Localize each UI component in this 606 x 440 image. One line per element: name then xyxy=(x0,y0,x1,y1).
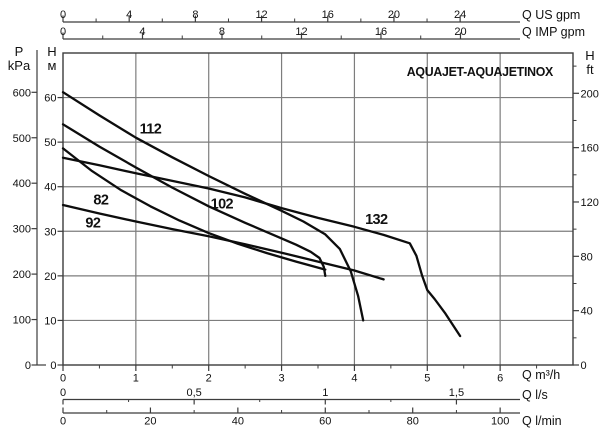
head-m-tick-label: 30 xyxy=(44,226,56,238)
pressure-axis-title: P kPa xyxy=(2,45,36,73)
head-axis-unit-m: м xyxy=(47,58,57,73)
curve-label-92: 92 xyxy=(85,215,100,231)
m3h-tick-label: 2 xyxy=(206,373,212,385)
plot-frame xyxy=(62,52,574,366)
curve-label-112: 112 xyxy=(140,122,162,138)
us-gpm-tick-label: 0 xyxy=(60,9,66,21)
imp-gpm-tick-label: 8 xyxy=(219,26,225,38)
imp-gpm-tick-label: 4 xyxy=(139,26,145,38)
head-m-tick-label: 20 xyxy=(44,271,56,283)
imp-gpm-tick-label: 0 xyxy=(60,26,66,38)
lmin-tick-label: 80 xyxy=(407,416,419,428)
head-axis-title-right: H ft xyxy=(578,49,602,77)
head-ft-tick-label: 80 xyxy=(581,251,593,263)
head-m-tick-label: 60 xyxy=(44,93,56,105)
kpa-tick-label: 500 xyxy=(13,133,31,145)
curve-label-82: 82 xyxy=(93,193,108,209)
head-ft-tick-label: 40 xyxy=(581,306,593,318)
ls-tick-label: 1 xyxy=(322,387,328,399)
us-gpm-tick-label: 20 xyxy=(388,9,400,21)
pump-curve-82 xyxy=(61,147,327,271)
ls-tick-label: 0,5 xyxy=(186,387,201,399)
head-ft-tick-label: 200 xyxy=(581,88,599,100)
kpa-tick-label: 400 xyxy=(13,178,31,190)
kpa-tick-label: 100 xyxy=(13,315,31,327)
us-gpm-tick-label: 24 xyxy=(454,9,466,21)
pressure-axis-symbol: P xyxy=(14,44,24,59)
head-m-tick-label: 50 xyxy=(44,137,56,149)
m3h-tick-label: 0 xyxy=(60,373,66,385)
us-gpm-tick-label: 12 xyxy=(255,9,267,21)
m3h-tick-label: 1 xyxy=(133,373,139,385)
us-gpm-axis-label: Q US gpm xyxy=(522,8,581,22)
pump-curve-132 xyxy=(61,156,462,338)
head-m-tick-label: 0 xyxy=(50,360,56,372)
kpa-tick-label: 600 xyxy=(13,87,31,99)
kpa-tick-label: 0 xyxy=(25,360,31,372)
head-ft-tick-label: 120 xyxy=(581,197,599,209)
kpa-tick-label: 300 xyxy=(13,224,31,236)
pump-curve-102 xyxy=(61,123,327,278)
head-m-tick-label: 10 xyxy=(44,315,56,327)
m3h-tick-label: 6 xyxy=(497,373,503,385)
us-gpm-tick-label: 16 xyxy=(322,9,334,21)
curve-label-132: 132 xyxy=(365,212,388,228)
head-ft-axis-unit: ft xyxy=(586,62,594,77)
imp-gpm-tick-label: 12 xyxy=(295,26,307,38)
pressure-axis-unit: kPa xyxy=(7,58,31,73)
lmin-tick-label: 0 xyxy=(60,416,66,428)
head-ft-axis-symbol: H xyxy=(585,48,595,63)
curve-label-102: 102 xyxy=(211,197,234,213)
m3h-tick-label: 5 xyxy=(424,373,430,385)
ls-axis-label: Q l/s xyxy=(522,388,548,402)
us-gpm-tick-label: 4 xyxy=(126,9,132,21)
head-axis-symbol: H xyxy=(47,44,57,59)
m3h-tick-label: 4 xyxy=(351,373,357,385)
head-axis-title-left: H м xyxy=(43,45,61,73)
lmin-tick-label: 100 xyxy=(491,416,509,428)
head-m-tick-label: 40 xyxy=(44,182,56,194)
imp-gpm-tick-label: 20 xyxy=(454,26,466,38)
ls-tick-label: 0 xyxy=(60,387,66,399)
lmin-tick-label: 60 xyxy=(319,416,331,428)
m3h-tick-label: 3 xyxy=(279,373,285,385)
lmin-tick-label: 20 xyxy=(144,416,156,428)
us-gpm-tick-label: 8 xyxy=(192,9,198,21)
imp-gpm-tick-label: 16 xyxy=(375,26,387,38)
pump-curve-112 xyxy=(61,91,365,322)
ls-tick-label: 1,5 xyxy=(449,387,464,399)
pump-curve-92 xyxy=(61,203,385,281)
imp-gpm-axis-label: Q IMP gpm xyxy=(522,25,585,39)
kpa-tick-label: 200 xyxy=(13,269,31,281)
head-ft-tick-label: 160 xyxy=(581,143,599,155)
chart-title: AQUAJET-AQUAJETINOX xyxy=(406,64,554,79)
m3h-axis-label: Q m³/h xyxy=(522,368,561,382)
lmin-axis-label: Q l/min xyxy=(522,414,562,428)
lmin-tick-label: 40 xyxy=(232,416,244,428)
head-ft-tick-label: 0 xyxy=(581,360,587,372)
